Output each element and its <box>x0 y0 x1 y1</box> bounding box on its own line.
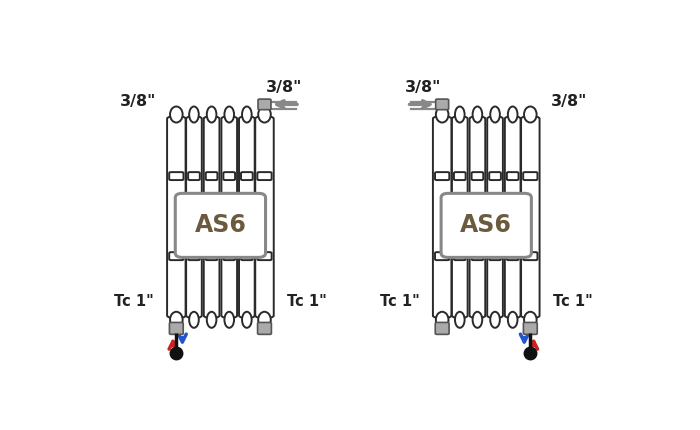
FancyBboxPatch shape <box>507 172 519 180</box>
FancyBboxPatch shape <box>256 117 274 317</box>
FancyBboxPatch shape <box>188 172 199 180</box>
Text: AS6: AS6 <box>461 213 512 237</box>
Ellipse shape <box>524 312 537 328</box>
Ellipse shape <box>455 312 465 328</box>
FancyBboxPatch shape <box>435 252 449 260</box>
Ellipse shape <box>473 312 482 328</box>
FancyBboxPatch shape <box>487 117 503 317</box>
Text: Tc 1": Tc 1" <box>114 294 154 309</box>
FancyBboxPatch shape <box>523 172 538 180</box>
FancyBboxPatch shape <box>206 252 218 260</box>
FancyBboxPatch shape <box>435 172 449 180</box>
Ellipse shape <box>508 312 517 328</box>
FancyBboxPatch shape <box>221 117 237 317</box>
Ellipse shape <box>170 312 183 328</box>
Ellipse shape <box>508 107 517 123</box>
FancyBboxPatch shape <box>223 172 235 180</box>
Ellipse shape <box>490 107 500 123</box>
Ellipse shape <box>473 107 482 123</box>
Ellipse shape <box>170 107 183 123</box>
FancyBboxPatch shape <box>241 172 253 180</box>
FancyBboxPatch shape <box>258 99 271 110</box>
Text: Tc 1": Tc 1" <box>553 294 592 309</box>
Ellipse shape <box>258 312 271 328</box>
Text: Tc 1": Tc 1" <box>287 294 327 309</box>
FancyBboxPatch shape <box>167 117 186 317</box>
FancyBboxPatch shape <box>186 117 202 317</box>
FancyBboxPatch shape <box>524 322 537 335</box>
Text: AS6: AS6 <box>195 213 246 237</box>
Ellipse shape <box>242 107 252 123</box>
Text: 3/8": 3/8" <box>265 80 302 95</box>
Ellipse shape <box>225 107 234 123</box>
Ellipse shape <box>455 107 465 123</box>
FancyBboxPatch shape <box>169 322 183 335</box>
Ellipse shape <box>436 107 449 123</box>
FancyBboxPatch shape <box>489 252 501 260</box>
FancyBboxPatch shape <box>523 252 538 260</box>
Ellipse shape <box>436 312 449 328</box>
FancyBboxPatch shape <box>188 252 199 260</box>
FancyBboxPatch shape <box>241 252 253 260</box>
Ellipse shape <box>225 312 234 328</box>
FancyBboxPatch shape <box>454 172 466 180</box>
FancyBboxPatch shape <box>441 194 531 258</box>
Ellipse shape <box>206 312 216 328</box>
FancyBboxPatch shape <box>472 252 483 260</box>
FancyBboxPatch shape <box>169 252 183 260</box>
FancyBboxPatch shape <box>454 252 466 260</box>
FancyBboxPatch shape <box>435 322 449 335</box>
Text: 3/8": 3/8" <box>551 94 587 109</box>
FancyBboxPatch shape <box>521 117 540 317</box>
FancyBboxPatch shape <box>258 172 272 180</box>
FancyBboxPatch shape <box>175 194 265 258</box>
FancyBboxPatch shape <box>204 117 219 317</box>
FancyBboxPatch shape <box>435 99 449 110</box>
FancyBboxPatch shape <box>433 117 452 317</box>
Ellipse shape <box>258 107 271 123</box>
FancyBboxPatch shape <box>223 252 235 260</box>
Text: 3/8": 3/8" <box>405 80 441 95</box>
FancyBboxPatch shape <box>206 172 218 180</box>
Ellipse shape <box>189 107 199 123</box>
Ellipse shape <box>242 312 252 328</box>
Ellipse shape <box>189 312 199 328</box>
Text: 3/8": 3/8" <box>120 94 156 109</box>
FancyBboxPatch shape <box>258 322 272 335</box>
FancyBboxPatch shape <box>507 252 519 260</box>
Ellipse shape <box>490 312 500 328</box>
FancyBboxPatch shape <box>470 117 485 317</box>
Text: Tc 1": Tc 1" <box>380 294 420 309</box>
Ellipse shape <box>206 107 216 123</box>
FancyBboxPatch shape <box>169 172 183 180</box>
FancyBboxPatch shape <box>239 117 255 317</box>
Ellipse shape <box>524 107 537 123</box>
FancyBboxPatch shape <box>258 252 272 260</box>
FancyBboxPatch shape <box>472 172 483 180</box>
FancyBboxPatch shape <box>489 172 501 180</box>
FancyBboxPatch shape <box>505 117 521 317</box>
FancyBboxPatch shape <box>452 117 468 317</box>
